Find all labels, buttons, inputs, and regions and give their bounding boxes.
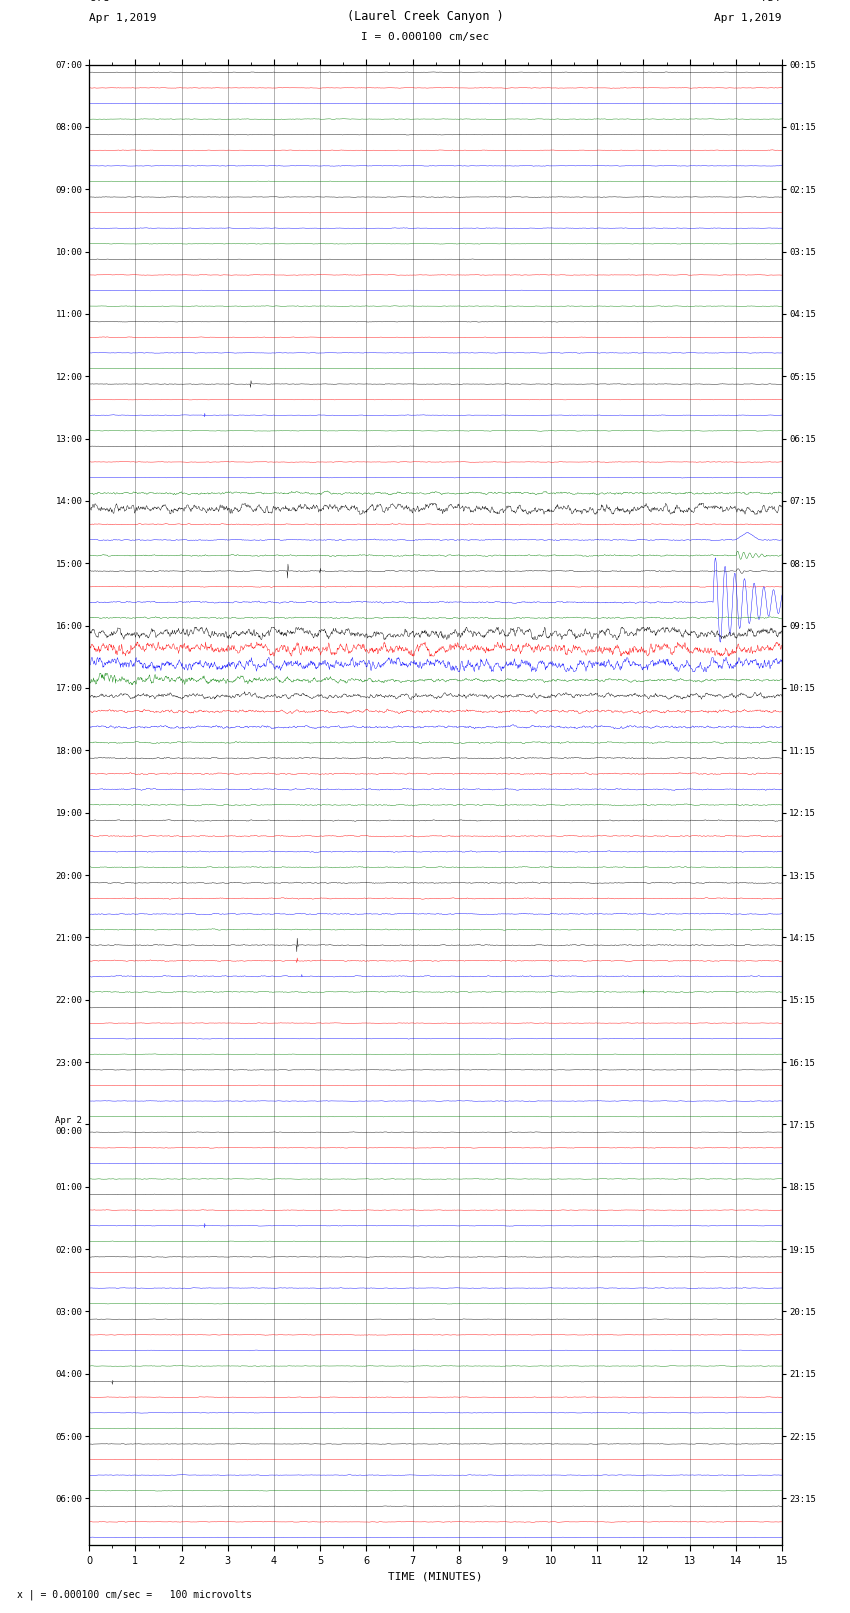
Text: Apr 1,2019: Apr 1,2019 <box>715 13 782 23</box>
Text: x | = 0.000100 cm/sec =   100 microvolts: x | = 0.000100 cm/sec = 100 microvolts <box>17 1589 252 1600</box>
Text: MLC EHZ NC: MLC EHZ NC <box>388 0 462 3</box>
Text: I = 0.000100 cm/sec: I = 0.000100 cm/sec <box>361 32 489 42</box>
Text: PDT: PDT <box>762 0 782 3</box>
Text: (Laurel Creek Canyon ): (Laurel Creek Canyon ) <box>347 10 503 23</box>
Text: UTC: UTC <box>89 0 110 3</box>
Text: Apr 1,2019: Apr 1,2019 <box>89 13 156 23</box>
X-axis label: TIME (MINUTES): TIME (MINUTES) <box>388 1571 483 1581</box>
